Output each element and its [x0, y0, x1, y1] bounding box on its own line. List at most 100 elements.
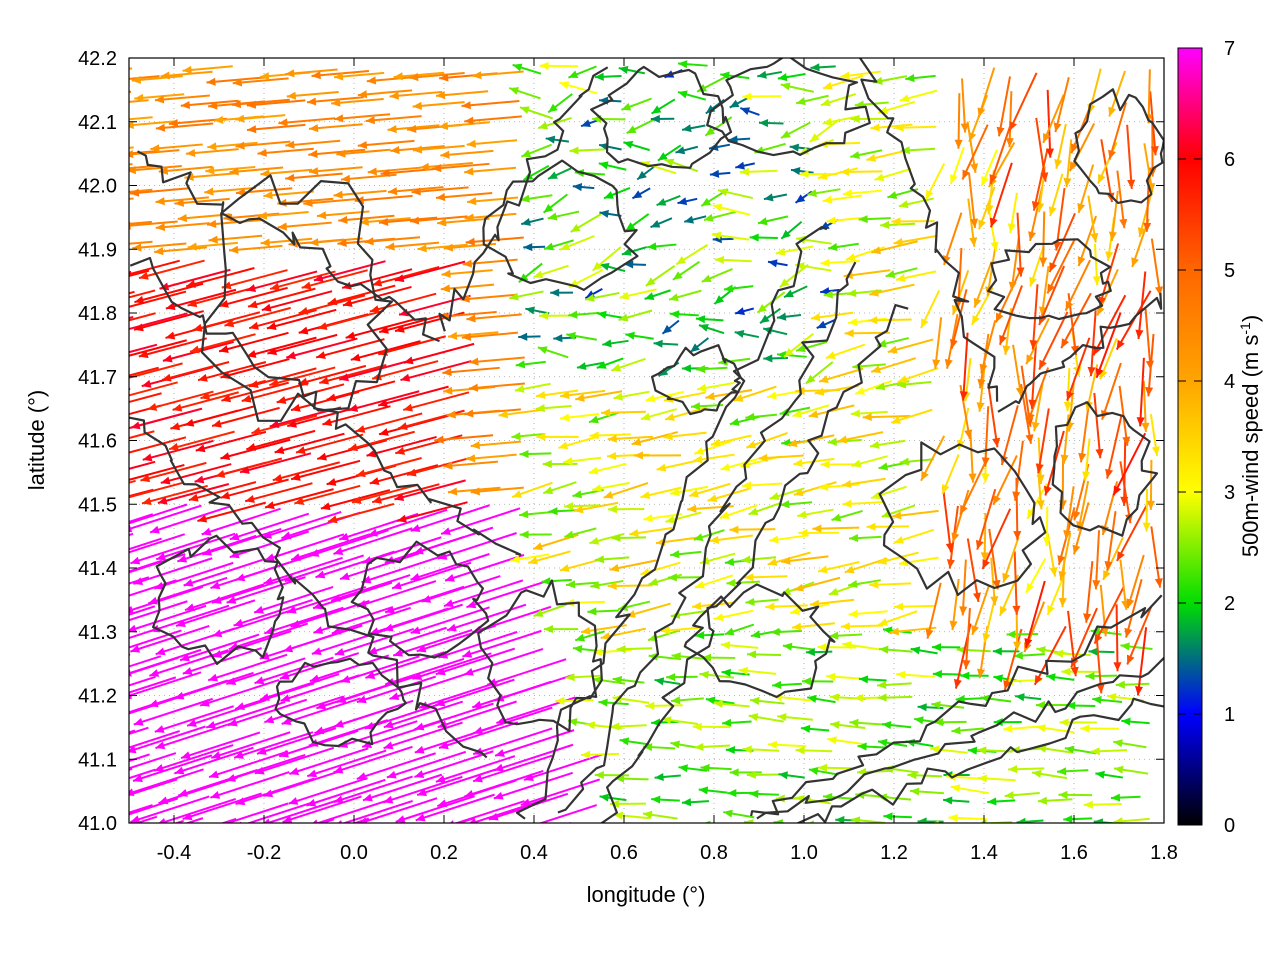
wind-arrow	[533, 603, 567, 617]
wind-arrow-head	[721, 668, 731, 677]
wind-arrow	[651, 98, 676, 115]
wind-arrow-head	[720, 641, 731, 650]
wind-arrow-head	[285, 69, 295, 78]
wind-arrow-head	[414, 722, 425, 731]
wind-arrow	[848, 609, 888, 618]
wind-arrow-head	[291, 473, 301, 481]
wind-arrow-head	[356, 695, 367, 704]
wind-arrow-head	[211, 751, 222, 759]
wind-arrow	[206, 76, 265, 86]
wind-arrow-head	[445, 573, 455, 582]
wind-arrow-head	[1080, 724, 1090, 733]
wind-arrow-head	[572, 645, 583, 654]
wind-arrow-head	[692, 722, 702, 731]
wind-arrow-shaft	[1024, 580, 1046, 649]
wind-arrow	[767, 259, 788, 268]
wind-arrow-head	[817, 643, 827, 652]
wind-arrow-head	[316, 211, 327, 220]
wind-arrow-head	[599, 262, 610, 271]
wind-arrow	[696, 381, 735, 392]
wind-arrow-head	[385, 242, 395, 251]
wind-arrow-shaft	[338, 359, 411, 381]
wind-arrow	[971, 585, 990, 636]
wind-arrow	[246, 270, 318, 293]
wind-arrow	[535, 404, 572, 413]
wind-arrow-shaft	[520, 778, 601, 807]
wind-arrow	[995, 270, 1022, 323]
wind-arrow-head	[86, 358, 96, 366]
wind-arrow-shaft	[438, 721, 519, 749]
wind-arrow	[391, 561, 472, 590]
wind-arrow-shaft	[129, 436, 187, 454]
wind-arrow	[469, 798, 547, 823]
wind-arrow-head	[263, 191, 273, 200]
wind-arrow-shaft	[290, 533, 371, 561]
wind-arrow-head	[894, 535, 904, 544]
wind-arrow-head	[472, 71, 482, 80]
wind-arrow-head	[1034, 674, 1043, 685]
wind-arrow-head	[640, 491, 651, 500]
wind-arrow-head	[831, 513, 842, 522]
wind-arrow	[840, 622, 884, 631]
wind-arrow-head	[1076, 521, 1085, 531]
wind-arrow-head	[726, 578, 736, 587]
wind-arrow-head	[793, 488, 804, 497]
wind-arrow	[1150, 238, 1163, 296]
wind-arrow-head	[168, 119, 179, 128]
wind-arrow	[854, 379, 893, 395]
wind-arrow-shaft	[1046, 239, 1076, 294]
wind-arrow-shaft	[334, 628, 415, 656]
wind-arrow-shaft	[129, 146, 134, 149]
wind-arrow-shaft	[1008, 72, 1038, 132]
wind-arrow-head	[775, 247, 786, 256]
wind-arrow-head	[533, 542, 543, 551]
wind-arrow-head	[413, 546, 424, 555]
wind-arrow-head	[670, 488, 680, 497]
wind-arrow-head	[780, 130, 791, 139]
wind-arrow-head	[925, 628, 934, 639]
wind-arrow-shaft	[184, 817, 204, 823]
wind-arrow	[820, 93, 856, 107]
wind-arrow-shaft	[175, 599, 256, 627]
wind-arrow	[1038, 311, 1069, 370]
wind-arrow	[254, 656, 334, 685]
wind-arrow	[132, 754, 213, 783]
wind-arrow	[1048, 173, 1064, 217]
wind-arrow-shaft	[1101, 362, 1122, 420]
wind-arrow	[386, 750, 467, 779]
wind-arrow	[403, 342, 475, 365]
wind-arrow-shaft	[129, 430, 155, 440]
wind-arrow-head	[668, 293, 679, 302]
wind-arrow	[1113, 817, 1150, 823]
colorbar-tick-label: 3	[1224, 482, 1235, 504]
wind-arrow-head	[249, 321, 259, 330]
wind-arrow-head	[464, 213, 474, 222]
wind-arrow	[464, 212, 517, 222]
wind-arrow-shaft	[989, 162, 1013, 228]
wind-arrow	[920, 435, 946, 482]
wind-arrow-head	[827, 736, 837, 745]
wind-arrow	[129, 270, 132, 274]
wind-arrow	[129, 676, 177, 694]
wind-arrow	[793, 576, 841, 592]
wind-arrow-head	[810, 63, 820, 72]
wind-arrow-shaft	[61, 459, 129, 477]
wind-arrow-head	[290, 403, 301, 412]
wind-arrow-head	[119, 449, 129, 457]
wind-arrow	[409, 72, 465, 82]
wind-arrow-head	[340, 174, 351, 183]
wind-arrow	[840, 70, 881, 80]
wind-arrow-shaft	[54, 412, 125, 431]
wind-arrow-head	[1025, 417, 1034, 427]
wind-arrow-shaft	[225, 657, 306, 685]
wind-arrow-shaft	[129, 339, 187, 357]
wind-arrow	[850, 149, 883, 160]
wind-arrow-head	[412, 101, 422, 110]
wind-arrow	[599, 262, 626, 273]
wind-arrow-shaft	[371, 360, 439, 380]
wind-arrow-shaft	[494, 673, 574, 702]
wind-arrow	[783, 285, 808, 299]
wind-arrow-shaft	[233, 731, 314, 759]
wind-arrow-head	[105, 840, 115, 848]
